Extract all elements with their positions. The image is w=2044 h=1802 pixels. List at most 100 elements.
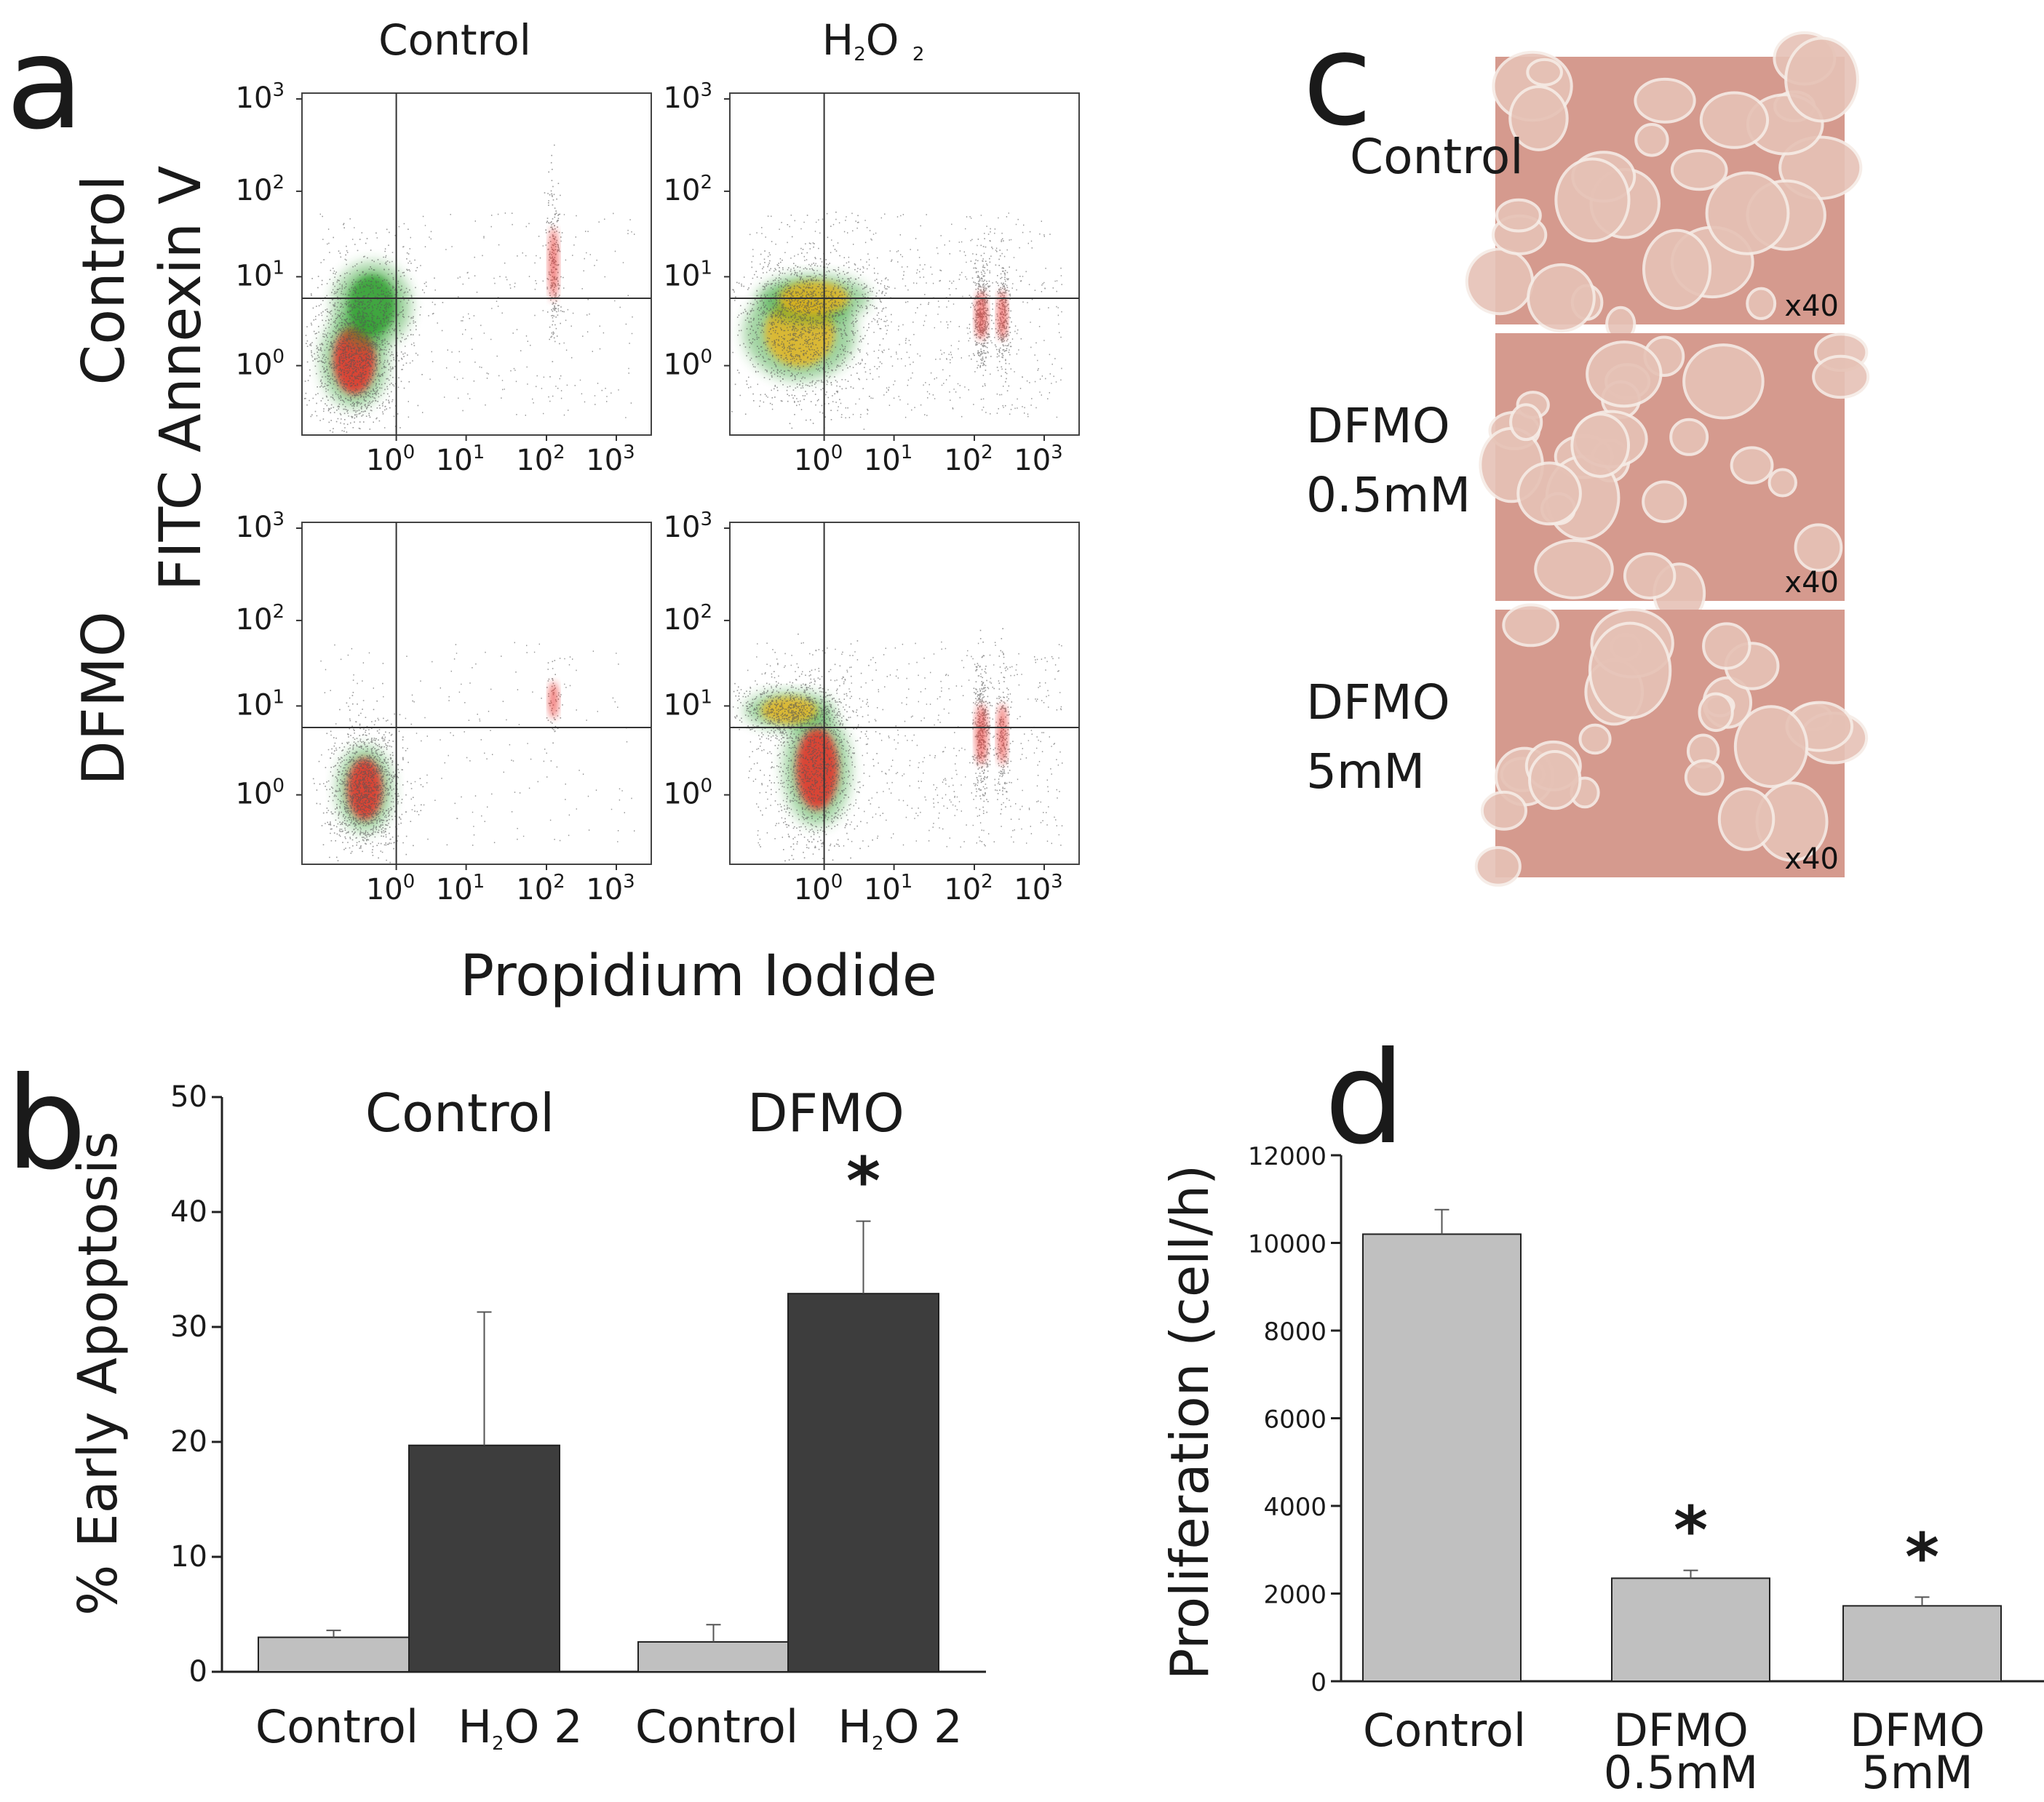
flow-y-tick-exp: 0 bbox=[272, 776, 285, 797]
flow-x-tick-base: 10 bbox=[944, 444, 981, 477]
flow-y-tick-base: 10 bbox=[236, 688, 273, 722]
cell-colony bbox=[1699, 91, 1770, 149]
cell-colony bbox=[1698, 692, 1734, 733]
category-label-tail: O 2 bbox=[884, 1700, 963, 1753]
cell-colony bbox=[1465, 247, 1535, 316]
flow-y-tick-exp: 0 bbox=[272, 346, 285, 368]
panel-a-col-title-h2o2: H2O 2 bbox=[822, 15, 925, 65]
category-label-tail: O 2 bbox=[504, 1700, 583, 1753]
category-label: Control bbox=[1363, 1704, 1526, 1757]
flow-x-tick-exp: 0 bbox=[831, 871, 843, 893]
flow-y-tick-label: 102 bbox=[664, 601, 712, 637]
flow-x-tick-base: 10 bbox=[1014, 444, 1051, 477]
cell-colony bbox=[1527, 263, 1596, 333]
cell-colony bbox=[1702, 622, 1751, 670]
flow-y-tick-base: 10 bbox=[664, 174, 701, 207]
flow-x-tick-label: 103 bbox=[1014, 442, 1062, 477]
flow-y-tick-base: 10 bbox=[236, 603, 273, 637]
flow-y-tick-base: 10 bbox=[236, 348, 273, 382]
flow-y-tick-base: 10 bbox=[664, 688, 701, 722]
flow-x-tick-label: 101 bbox=[436, 871, 485, 906]
cell-colony bbox=[1670, 149, 1728, 191]
flow-x-tick-exp: 1 bbox=[473, 871, 485, 893]
panel-a-row-title-control: Control bbox=[70, 175, 138, 385]
micro-images: x40 Control x40 DFMO 0.5mM x40 DFMO 5mM bbox=[1306, 31, 1870, 887]
flow-x-tick-base: 10 bbox=[436, 873, 473, 906]
flow-x-tick-label: 102 bbox=[944, 871, 993, 906]
flow-x-tick-exp: 1 bbox=[901, 871, 913, 893]
panel-a-flow-cytometry: a Control H2O 2 Control DFMO FITC Annexi… bbox=[6, 10, 1080, 1009]
flow-streak-core bbox=[997, 703, 1008, 765]
y-tick-label: 6000 bbox=[1263, 1406, 1327, 1435]
flow-x-tick-base: 10 bbox=[1014, 873, 1051, 906]
flow-x-tick-base: 10 bbox=[864, 873, 901, 906]
flow-x-tick-exp: 2 bbox=[553, 871, 565, 893]
bar-1 bbox=[1362, 1233, 1522, 1682]
bar-4 bbox=[787, 1293, 939, 1673]
flow-x-tick-base: 10 bbox=[366, 444, 403, 477]
category-label: Control bbox=[255, 1700, 418, 1753]
y-tick-label: 20 bbox=[170, 1425, 207, 1459]
panel-a-h2o2-tail: O bbox=[866, 15, 912, 65]
panel-b-letter: b bbox=[6, 1050, 87, 1198]
cell-colony bbox=[1502, 603, 1559, 647]
cell-colony bbox=[1588, 621, 1672, 719]
cell-colony bbox=[1794, 523, 1843, 572]
flow-x-tick-base: 10 bbox=[366, 873, 403, 906]
flow-x-tick-exp: 1 bbox=[473, 442, 485, 463]
flow-y-tick-label: 103 bbox=[236, 509, 285, 544]
flow-x-tick-label: 101 bbox=[864, 442, 912, 477]
flow-x-tick-base: 10 bbox=[436, 444, 473, 477]
flow-x-tick-exp: 3 bbox=[623, 871, 635, 893]
flow-y-tick-label: 100 bbox=[236, 776, 285, 811]
category-label-subscript: 2 bbox=[872, 1733, 884, 1755]
flow-x-tick-exp: 3 bbox=[1051, 442, 1063, 463]
micro-image-3: x40 DFMO 5mM bbox=[1306, 603, 1869, 887]
flow-y-tick-base: 10 bbox=[236, 778, 273, 811]
y-tick-label: 2000 bbox=[1263, 1581, 1327, 1610]
bar-2 bbox=[408, 1444, 560, 1673]
panel-a-xlabel: Propidium Iodide bbox=[460, 944, 937, 1009]
cell-colony bbox=[1586, 340, 1663, 408]
flow-y-tick-exp: 3 bbox=[700, 509, 712, 530]
panel-a-letter: a bbox=[6, 10, 84, 158]
flow-y-tick-exp: 0 bbox=[700, 776, 712, 797]
flow-y-tick-exp: 0 bbox=[700, 346, 712, 368]
flow-x-tick-exp: 0 bbox=[831, 442, 843, 463]
cell-colony bbox=[1634, 77, 1696, 124]
flow-y-tick-exp: 1 bbox=[272, 257, 285, 279]
flow-x-tick-label: 100 bbox=[366, 442, 415, 477]
cell-colony bbox=[1570, 412, 1631, 478]
bar-2 bbox=[1611, 1577, 1770, 1683]
flow-x-tick-base: 10 bbox=[516, 444, 553, 477]
panel-a-ylabel: FITC Annexin V bbox=[148, 166, 214, 591]
significance-marker: * bbox=[846, 1144, 880, 1220]
flow-streak-core bbox=[548, 227, 559, 301]
flow-x-tick-exp: 3 bbox=[1051, 871, 1063, 893]
panel-c-letter: c bbox=[1303, 7, 1372, 154]
category-label: 5mM bbox=[1861, 1746, 1973, 1799]
flow-y-tick-label: 101 bbox=[664, 257, 712, 292]
flow-y-tick-base: 10 bbox=[236, 511, 273, 544]
y-tick-label: 0 bbox=[189, 1655, 207, 1689]
flow-y-tick-exp: 1 bbox=[700, 257, 712, 279]
magnification-label: x40 bbox=[1784, 842, 1839, 876]
category-label: DFMO bbox=[1850, 1704, 1985, 1757]
flow-x-tick-exp: 3 bbox=[623, 442, 635, 463]
significance-marker: * bbox=[1905, 1519, 1939, 1595]
bar-1 bbox=[258, 1636, 410, 1673]
cell-colony bbox=[1534, 538, 1614, 599]
cell-colony bbox=[1642, 228, 1712, 310]
cell-colony bbox=[1528, 749, 1582, 810]
flow-y-tick-label: 102 bbox=[236, 601, 285, 637]
flow-x-tick-base: 10 bbox=[516, 873, 553, 906]
category-label: H2O 2 bbox=[838, 1700, 962, 1755]
flow-y-tick-base: 10 bbox=[236, 174, 273, 207]
panel-b-apoptosis-chart: b % Early Apoptosis 0 10 20 30 40 50 * Control D… bbox=[6, 1050, 986, 1755]
category-label: H2O 2 bbox=[458, 1700, 582, 1755]
group-label: DFMO bbox=[747, 1083, 904, 1144]
bar-3 bbox=[1842, 1605, 2002, 1683]
